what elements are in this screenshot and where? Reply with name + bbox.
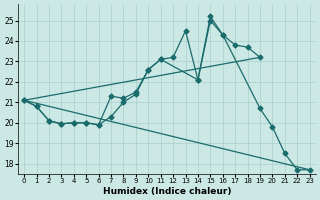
X-axis label: Humidex (Indice chaleur): Humidex (Indice chaleur) [103, 187, 231, 196]
